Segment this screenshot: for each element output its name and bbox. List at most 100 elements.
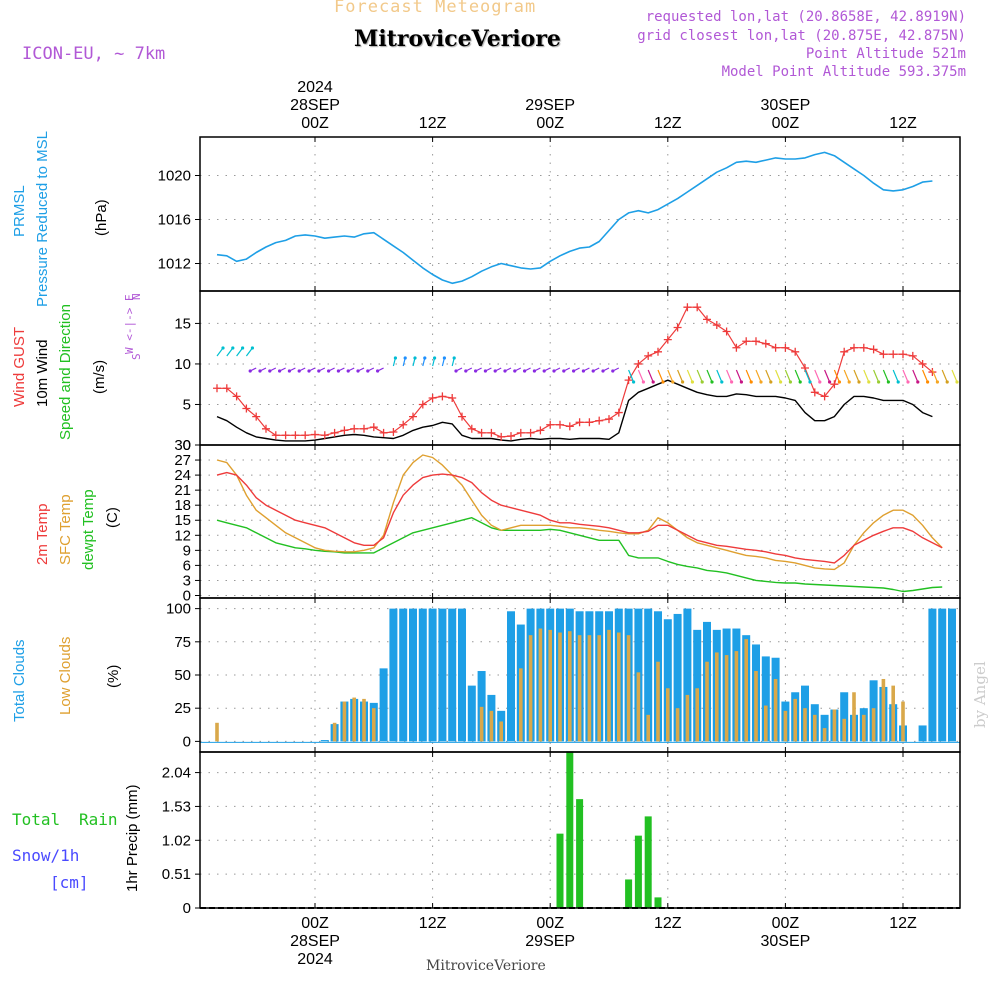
low-cloud-bar <box>881 678 886 742</box>
top-axis-label: 2024 <box>297 79 333 96</box>
low-cloud-bar <box>724 655 729 742</box>
gust-point <box>663 335 672 344</box>
low-cloud-bar <box>352 697 356 742</box>
wind-arrow-head <box>601 369 605 373</box>
wind-arrow-head <box>433 356 437 360</box>
low-cloud-bar <box>577 635 582 742</box>
wind-arrow-head <box>700 380 704 384</box>
wind-direction-arrow <box>824 369 831 383</box>
y-tick-label: 2.04 <box>162 765 191 782</box>
low-cloud-bar <box>499 721 503 742</box>
gust-point <box>330 428 339 437</box>
wind-arrow-head <box>287 369 291 373</box>
precip-unit: 1hr Precip (mm) <box>124 784 141 892</box>
gust-point <box>634 359 643 368</box>
wind-arrow-head <box>268 369 272 373</box>
total-cloud-bar <box>644 608 653 742</box>
compass-s: S <box>130 353 143 360</box>
total-cloud-bar <box>379 668 388 742</box>
wind-arrow-head <box>366 369 370 373</box>
y-tick-label: 0 <box>183 437 191 454</box>
wind-unit: (m/s) <box>91 360 108 394</box>
snow-unit-label: [cm] <box>50 873 89 892</box>
wind-direction-arrow <box>804 369 811 383</box>
wind-arrow-head <box>241 346 245 350</box>
bottom-axis-label: 12Z <box>419 915 447 932</box>
low-cloud-bar <box>626 635 631 742</box>
low-cloud-bar <box>871 708 876 742</box>
total-cloud-label: Total Clouds <box>11 639 28 722</box>
dewpt-label: dewpt Temp <box>80 489 97 570</box>
gust-label: Wind GUST <box>11 327 28 407</box>
low-cloud-bar <box>891 685 895 742</box>
wind-arrow-head <box>278 369 282 373</box>
total-cloud-bar <box>467 685 476 742</box>
snow-label: Snow/1h <box>12 846 79 865</box>
prmsl-unit: (hPa) <box>93 199 110 236</box>
wind-arrow-head <box>710 380 714 384</box>
low-cloud-bar <box>646 714 650 742</box>
wind-arrow-head <box>464 369 468 373</box>
top-axis-label: 12Z <box>889 115 917 132</box>
gust-point <box>595 416 604 425</box>
gust-point <box>820 392 829 401</box>
gust-point <box>409 412 417 421</box>
gust-point <box>771 343 780 352</box>
bottom-axis-label: 30SEP <box>760 933 810 950</box>
low-cloud-bar <box>862 714 866 742</box>
wind-arrow-head <box>336 369 340 373</box>
wind-direction-arrow <box>941 369 948 383</box>
low-cloud-bar <box>715 652 719 742</box>
y-tick-label: 1012 <box>158 256 191 273</box>
wind-direction-arrow <box>775 369 782 383</box>
y-tick-label: 0 <box>183 900 191 917</box>
wind-direction-arrow <box>245 347 253 357</box>
total-cloud-bar <box>399 608 408 742</box>
bottom-axis-label: 12Z <box>889 915 917 932</box>
gust-point <box>761 339 770 348</box>
wind-arrow-head <box>641 380 646 384</box>
wind-arrow-head <box>356 369 360 373</box>
low-cloud-bar <box>332 722 337 742</box>
gust-point <box>908 351 917 360</box>
wind-direction-arrow <box>765 369 772 383</box>
total-cloud-bar <box>673 613 682 742</box>
top-axis-label: 00Z <box>536 115 564 132</box>
rain-bar <box>556 833 564 908</box>
low-cloud-bar <box>695 688 699 742</box>
wind-arrow-head <box>651 380 655 384</box>
gust-point <box>526 428 535 437</box>
wind-arrow-head <box>720 380 724 384</box>
y-tick-label: 12 <box>174 527 191 544</box>
total-cloud-bar <box>918 725 927 742</box>
axis-labels: 1012101610200510150369121518212427300255… <box>158 79 917 968</box>
y-tick-label: 24 <box>174 467 191 484</box>
low-cloud-bar <box>597 635 601 742</box>
gust-point <box>840 347 849 356</box>
low-cloud-bar <box>636 672 641 742</box>
gust-point <box>301 431 310 440</box>
wind-arrow-head <box>442 356 446 360</box>
total-cloud-bar <box>409 608 417 742</box>
wind-direction-arrow <box>951 369 958 383</box>
gust-point <box>703 315 711 324</box>
wind-direction-arrow <box>912 369 919 383</box>
gust-point <box>418 400 427 409</box>
low-cloud-label: Low Clouds <box>57 637 74 715</box>
wind-arrow-head <box>837 380 842 384</box>
gust-point <box>438 392 447 401</box>
wind-arrow-head <box>886 380 891 384</box>
rain-bar <box>644 816 652 908</box>
gust-point <box>654 347 662 356</box>
total-cloud-bar <box>761 656 770 742</box>
wind-arrow-head <box>393 356 397 360</box>
y-tick-label: 0 <box>183 587 191 604</box>
gust-point <box>752 337 760 346</box>
wind-arrow-head <box>532 369 537 373</box>
low-cloud-bar <box>764 705 768 742</box>
wind-arrow-head <box>572 369 576 373</box>
gust-point <box>516 428 525 437</box>
wind-arrow-head <box>591 369 595 373</box>
wind-direction-arrow <box>873 369 880 383</box>
